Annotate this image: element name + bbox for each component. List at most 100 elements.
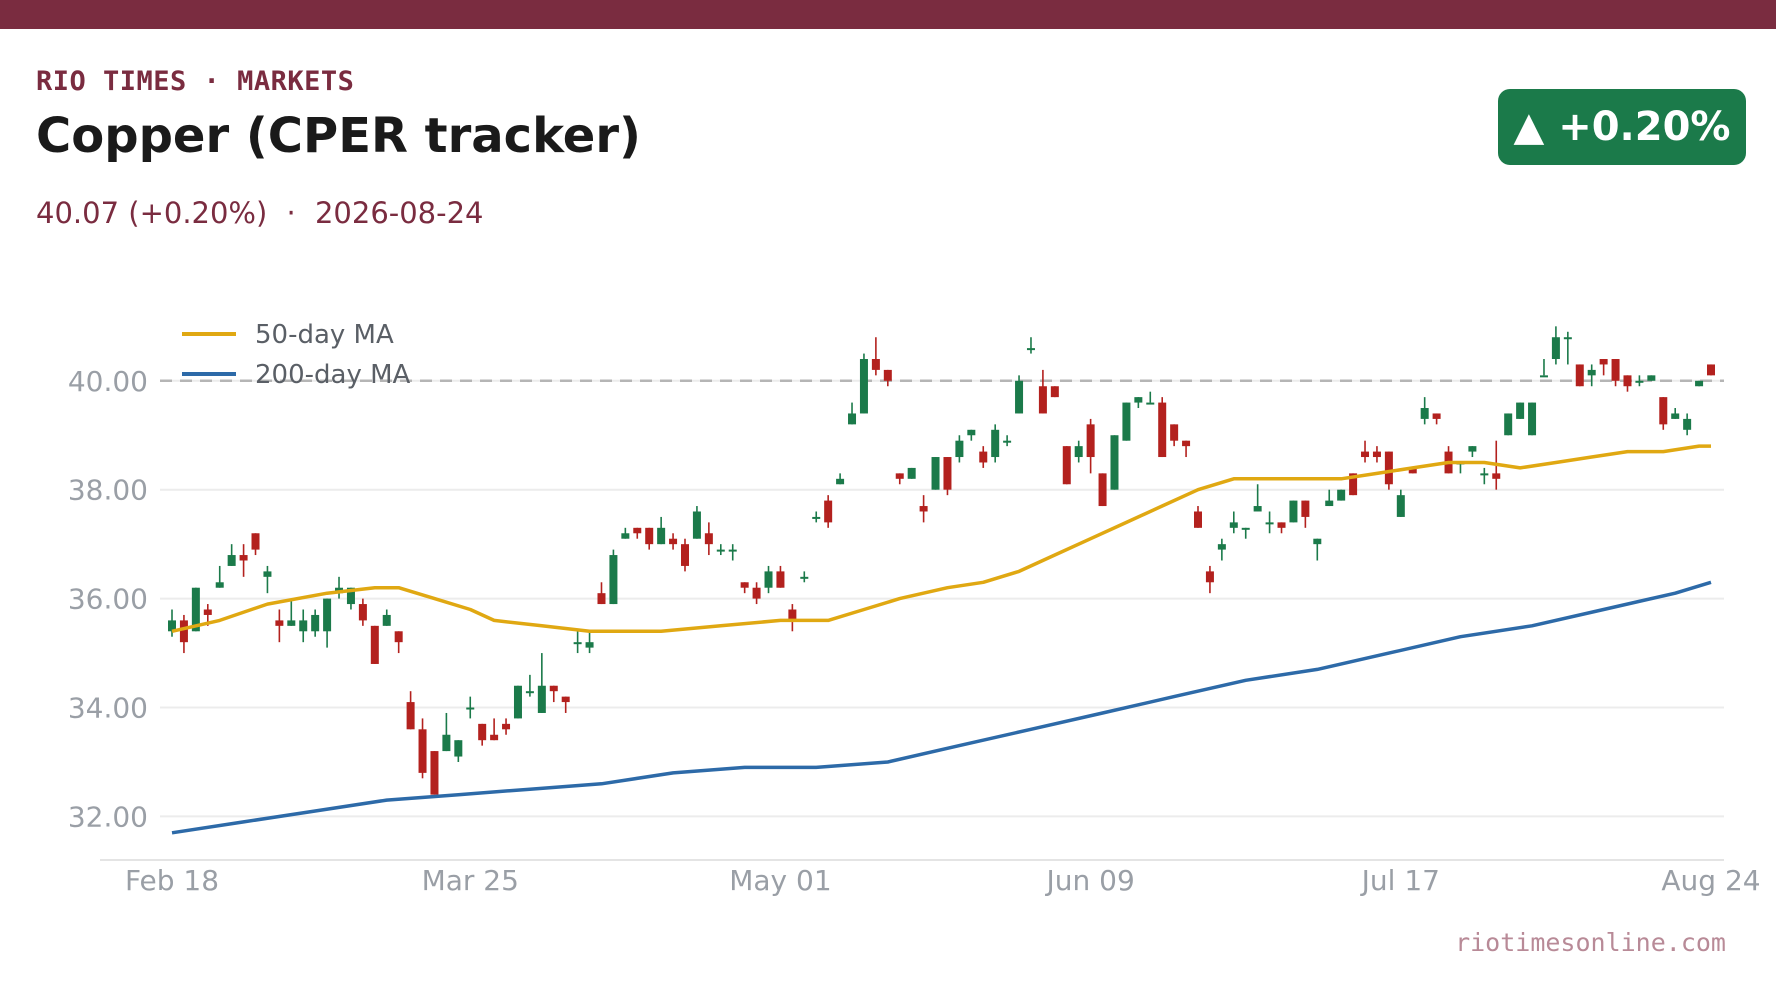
candle-body	[1408, 467, 1417, 474]
candle-65	[943, 457, 952, 496]
candle-81	[1134, 397, 1143, 409]
candle-body	[1492, 473, 1501, 479]
candle-116	[1551, 326, 1560, 365]
candle-31	[537, 653, 546, 713]
candle-58	[859, 353, 868, 414]
candle-68	[979, 446, 988, 468]
candle-19	[394, 631, 403, 654]
legend: 50-day MA 200-day MA	[182, 320, 411, 390]
candle-body	[191, 587, 200, 632]
candle-body	[1098, 473, 1107, 507]
candle-body	[1050, 386, 1059, 398]
candle-36	[597, 582, 606, 605]
candle-body	[1420, 408, 1429, 419]
candle-32	[549, 685, 558, 703]
candle-44	[692, 506, 701, 539]
candle-body	[1038, 386, 1047, 414]
moving-averages	[171, 444, 1712, 835]
candle-42	[669, 533, 678, 550]
candle-body	[1695, 380, 1704, 387]
candle-body	[537, 685, 546, 713]
candle-body	[1599, 359, 1608, 365]
legend-label: 200-day MA	[255, 360, 411, 390]
y-tick-label: 34.00	[68, 692, 148, 725]
candle-101	[1372, 446, 1381, 463]
candle-120	[1599, 359, 1608, 376]
candle-body	[311, 614, 320, 632]
candle-128	[1695, 380, 1704, 387]
candle-body	[704, 533, 713, 545]
candle-119	[1587, 364, 1596, 387]
candle-107	[1444, 446, 1453, 474]
change-badge: ▲ +0.20%	[1498, 89, 1746, 165]
candlestick-chart: 32.00 34.00 36.00 38.00 40.00 Feb 18 Mar 25 Ma…	[68, 320, 1761, 897]
candle-51	[776, 565, 785, 588]
candle-body	[716, 549, 725, 552]
candle-7	[251, 533, 260, 556]
candle-body	[299, 620, 308, 632]
candle-body	[323, 598, 332, 632]
candle-body	[179, 620, 188, 643]
candle-57	[848, 402, 857, 425]
candle-0	[168, 609, 176, 637]
candle-body	[764, 571, 773, 588]
legend-label: 50-day MA	[255, 320, 394, 350]
candle-body	[1361, 451, 1370, 458]
candle-body	[1074, 446, 1083, 458]
candle-body	[1528, 402, 1537, 436]
candle-24	[454, 740, 463, 762]
y-tick-label: 32.00	[68, 800, 148, 833]
candle-body	[1015, 380, 1024, 414]
candle-body	[1384, 451, 1393, 485]
candle-body	[979, 451, 988, 463]
last-price: 40.07	[36, 196, 120, 230]
price-line: 40.07 (+0.20%) · 2026-08-24	[36, 196, 484, 230]
candle-56	[836, 473, 845, 485]
candle-body	[573, 642, 582, 645]
candle-82	[1146, 391, 1155, 405]
candle-30	[525, 674, 534, 697]
candle-body	[1551, 337, 1560, 360]
candle-body	[1062, 446, 1071, 485]
candle-body	[1277, 522, 1286, 528]
candle-body	[442, 734, 451, 752]
candle-body	[1575, 364, 1584, 387]
candle-33	[561, 696, 570, 713]
candle-body	[168, 620, 176, 632]
candle-110	[1480, 467, 1489, 485]
candle-21	[418, 718, 427, 779]
candle-37	[609, 549, 618, 605]
candle-34	[573, 631, 582, 654]
candle-70	[1003, 435, 1012, 447]
candle-body	[836, 478, 845, 485]
candle-61	[895, 473, 904, 485]
candle-100	[1361, 440, 1370, 463]
candle-body	[1563, 337, 1572, 340]
candle-body	[430, 751, 439, 795]
candle-body	[203, 609, 212, 615]
candle-body	[1003, 440, 1012, 443]
candle-60	[883, 369, 892, 387]
candle-body	[1146, 402, 1155, 405]
candle-body	[1325, 500, 1334, 507]
candle-body	[406, 702, 415, 730]
candle-49	[752, 582, 761, 605]
candle-body	[943, 457, 952, 490]
candle-body	[597, 593, 606, 605]
candle-body	[1468, 446, 1477, 452]
candle-88	[1217, 538, 1226, 561]
candle-93	[1277, 522, 1286, 534]
candle-85	[1182, 440, 1191, 458]
candle-body	[525, 691, 534, 694]
candle-4	[215, 565, 224, 588]
candle-body	[919, 506, 928, 512]
candle-body	[1623, 375, 1632, 387]
candle-28	[502, 718, 511, 735]
candle-86	[1194, 506, 1202, 528]
candle-67	[967, 429, 976, 441]
candle-body	[955, 440, 964, 458]
candle-69	[991, 424, 1000, 463]
candle-body	[967, 429, 976, 436]
candle-body	[800, 576, 809, 579]
candle-body	[1110, 435, 1119, 490]
